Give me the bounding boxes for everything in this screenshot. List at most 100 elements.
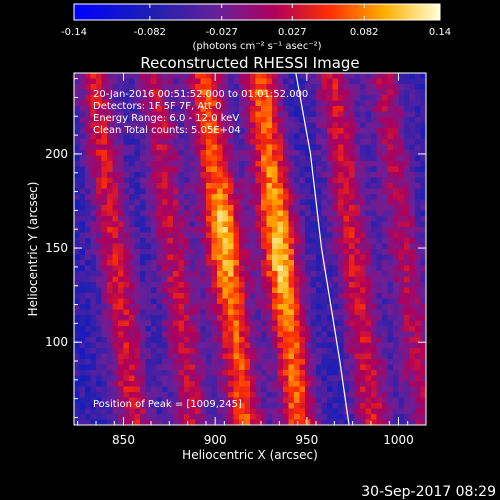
heatmap-cell (189, 111, 196, 118)
heatmap-cell (409, 408, 416, 415)
heatmap-cell (371, 320, 377, 327)
heatmap-cell (283, 282, 289, 288)
heatmap-cell (376, 238, 383, 244)
heatmap-cell (409, 139, 416, 145)
heatmap-cell (299, 227, 306, 233)
heatmap-cell (398, 205, 405, 211)
heatmap-cell (228, 359, 234, 365)
heatmap-cell (200, 375, 207, 382)
heatmap-cell (277, 375, 284, 382)
heatmap-cell (101, 161, 108, 167)
heatmap-cell (294, 188, 300, 195)
heatmap-cell (118, 337, 124, 343)
heatmap-cell (255, 128, 262, 134)
heatmap-cell (376, 161, 383, 167)
heatmap-cell (217, 282, 223, 288)
heatmap-cell (294, 84, 300, 90)
heatmap-cell (151, 397, 157, 404)
heatmap-cell (173, 408, 179, 415)
heatmap-cell (184, 133, 190, 140)
heatmap-cell (255, 117, 262, 123)
heatmap-cell (189, 106, 196, 112)
heatmap-cell (129, 89, 135, 96)
heatmap-cell (261, 111, 267, 118)
heatmap-cell (107, 144, 113, 151)
heatmap-cell (244, 260, 251, 266)
heatmap-cell (277, 139, 284, 145)
heatmap-cell (239, 265, 245, 272)
heatmap-cell (272, 243, 278, 250)
heatmap-cell (294, 128, 300, 134)
heatmap-cell (184, 155, 190, 162)
heatmap-cell (151, 84, 157, 90)
heatmap-cell (173, 309, 179, 316)
heatmap-cell (239, 238, 245, 244)
heatmap-cell (415, 232, 421, 239)
heatmap-cell (79, 265, 86, 272)
heatmap-cell (310, 397, 317, 404)
heatmap-cell (305, 364, 311, 371)
heatmap-cell (222, 419, 229, 425)
heatmap-cell (189, 419, 196, 425)
heatmap-cell (365, 232, 372, 239)
heatmap-cell (316, 249, 322, 255)
heatmap-cell (415, 309, 421, 316)
heatmap-cell (261, 133, 267, 140)
heatmap-cell (393, 106, 399, 112)
heatmap-cell (272, 353, 278, 360)
heatmap-cell (156, 128, 163, 134)
heatmap-cell (338, 392, 344, 398)
heatmap-cell (327, 375, 333, 382)
heatmap-cell (272, 392, 278, 398)
heatmap-cell (305, 348, 311, 354)
heatmap-cell (173, 155, 179, 162)
heatmap-cell (343, 128, 350, 134)
heatmap-cell (162, 397, 168, 404)
heatmap-cell (288, 419, 295, 425)
heatmap-cell (321, 139, 328, 145)
heatmap-cell (211, 128, 218, 134)
heatmap-cell (195, 172, 201, 178)
heatmap-cell (321, 309, 328, 316)
heatmap-cell (360, 144, 366, 151)
heatmap-cell (206, 100, 212, 107)
heatmap-cell (404, 117, 410, 123)
heatmap-cell (85, 249, 91, 255)
heatmap-cell (250, 254, 256, 261)
heatmap-cell (255, 161, 262, 167)
heatmap-cell (189, 133, 196, 140)
heatmap-cell (200, 381, 207, 387)
heatmap-cell (261, 364, 267, 371)
heatmap-cell (85, 265, 91, 272)
heatmap-cell (299, 326, 306, 332)
heatmap-cell (365, 188, 372, 195)
heatmap-cell (244, 84, 251, 90)
heatmap-cell (101, 249, 108, 255)
heatmap-cell (294, 304, 300, 310)
heatmap-cell (332, 117, 339, 123)
heatmap-cell (211, 172, 218, 178)
heatmap-cell (316, 364, 322, 371)
heatmap-cell (112, 265, 119, 272)
heatmap-cell (123, 276, 130, 283)
heatmap-cell (261, 381, 267, 387)
heatmap-cell (321, 177, 328, 184)
heatmap-cell (415, 260, 421, 266)
heatmap-cell (178, 194, 185, 200)
heatmap-cell (398, 122, 405, 129)
heatmap-cell (321, 315, 328, 321)
heatmap-cell (365, 243, 372, 250)
heatmap-cell (145, 232, 152, 239)
heatmap-cell (74, 315, 80, 321)
heatmap-cell (74, 166, 80, 173)
heatmap-cell (118, 271, 124, 277)
heatmap-cell (288, 271, 295, 277)
heatmap-cell (140, 150, 146, 156)
heatmap-cell (316, 254, 322, 261)
heatmap-cell (316, 232, 322, 239)
heatmap-cell (294, 254, 300, 261)
heatmap-cell (365, 403, 372, 409)
heatmap-cell (283, 364, 289, 371)
heatmap-cell (217, 309, 223, 316)
heatmap-cell (96, 265, 102, 272)
